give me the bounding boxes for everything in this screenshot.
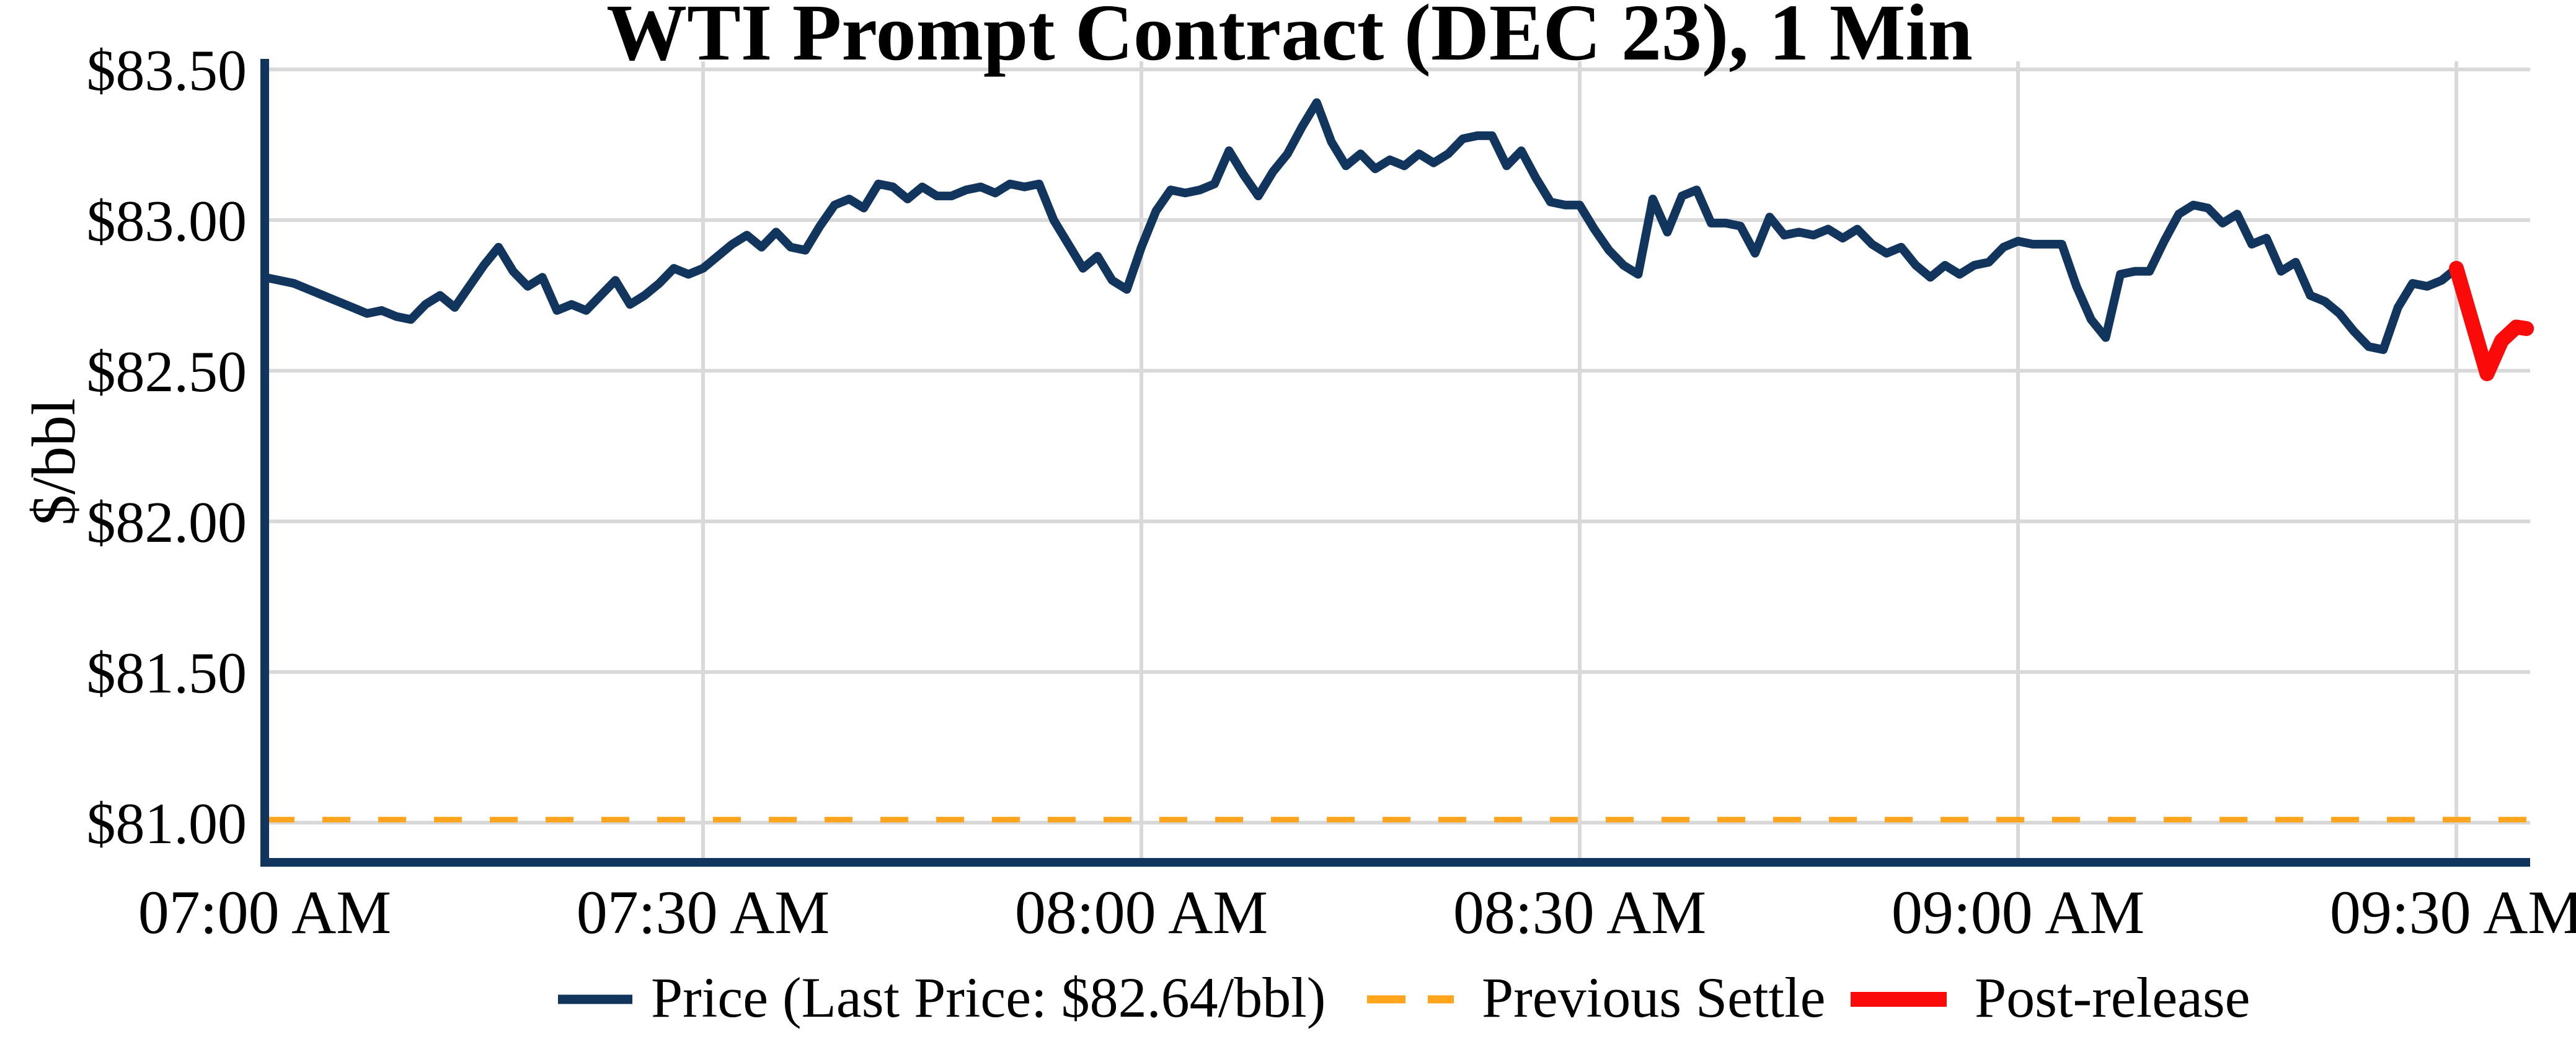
grid-layer [269, 61, 2530, 858]
post-release-line [2456, 268, 2526, 374]
y-tick-label: $82.50 [87, 340, 247, 404]
legend-post-label: Post-release [1975, 966, 2251, 1029]
x-tick-label: 08:30 AM [1453, 878, 1706, 947]
chart-legend: Price (Last Price: $82.64/bbl) Previous … [558, 966, 2251, 1029]
y-tick-label: $81.00 [87, 792, 247, 856]
y-axis-label: $/bbl [19, 398, 88, 526]
series-layer [265, 103, 2530, 820]
y-tick-label: $82.00 [87, 490, 247, 555]
chart-title: WTI Prompt Contract (DEC 23), 1 Min [606, 0, 1973, 77]
x-tick-label: 09:00 AM [1892, 878, 2144, 947]
y-tick-label: $83.50 [87, 38, 247, 103]
legend-settle-label: Previous Settle [1482, 966, 1826, 1029]
x-tick-label: 07:30 AM [577, 878, 830, 947]
price-line [265, 103, 2456, 350]
legend-price-label: Price (Last Price: $82.64/bbl) [651, 966, 1326, 1029]
x-tick-label: 07:00 AM [138, 878, 391, 947]
y-tick-label: $83.00 [87, 189, 247, 254]
x-tick-label: 08:00 AM [1015, 878, 1268, 947]
y-axis-spine [260, 59, 269, 867]
x-axis-spine [260, 858, 2530, 867]
x-tick-label: 09:30 AM [2330, 878, 2576, 947]
tick-label-layer: $83.50 $83.00 $82.50 $82.00 $81.50 $81.00 07:0… [87, 38, 2576, 947]
y-tick-label: $81.50 [87, 641, 247, 705]
